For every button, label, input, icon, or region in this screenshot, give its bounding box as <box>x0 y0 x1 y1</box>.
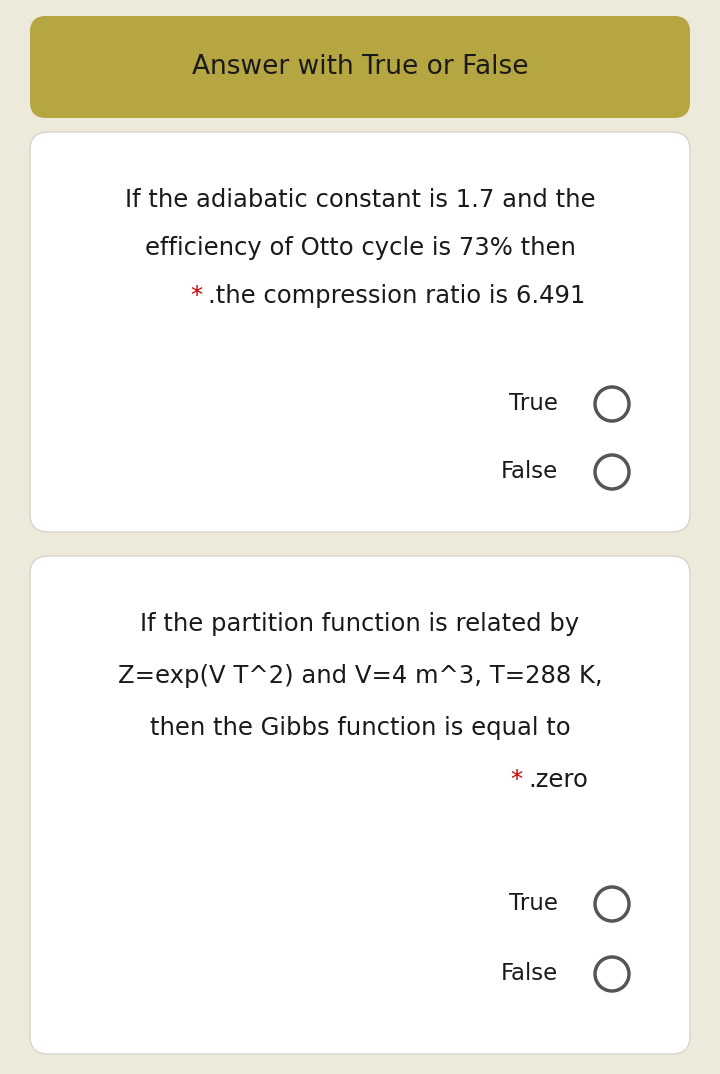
Text: If the partition function is related by: If the partition function is related by <box>140 612 580 636</box>
FancyBboxPatch shape <box>30 16 690 118</box>
Text: If the adiabatic constant is 1.7 and the: If the adiabatic constant is 1.7 and the <box>125 188 595 212</box>
Text: *: * <box>510 768 522 792</box>
Text: Z=exp(V T^2) and V=4 m^3, T=288 K,: Z=exp(V T^2) and V=4 m^3, T=288 K, <box>117 664 603 688</box>
Text: .the compression ratio is 6.491: .the compression ratio is 6.491 <box>208 284 585 308</box>
FancyBboxPatch shape <box>30 556 690 1054</box>
Text: efficiency of Otto cycle is 73% then: efficiency of Otto cycle is 73% then <box>145 236 575 260</box>
Text: True: True <box>509 892 558 915</box>
Text: then the Gibbs function is equal to: then the Gibbs function is equal to <box>150 716 570 740</box>
Text: Answer with True or False: Answer with True or False <box>192 54 528 79</box>
FancyBboxPatch shape <box>30 132 690 532</box>
Text: .zero: .zero <box>528 768 588 792</box>
Text: False: False <box>500 962 558 986</box>
Text: *: * <box>190 284 202 308</box>
Text: False: False <box>500 461 558 483</box>
Text: True: True <box>509 392 558 416</box>
